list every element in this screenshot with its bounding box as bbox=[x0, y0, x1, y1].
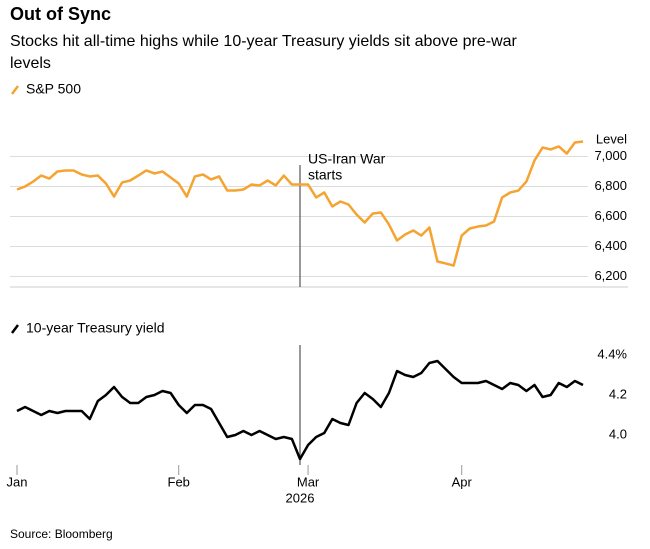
annotation: US-Iran War bbox=[308, 151, 386, 167]
x-tick-label: Feb bbox=[168, 474, 190, 489]
legend-label: 10-year Treasury yield bbox=[26, 320, 165, 336]
y-tick-label: 6,200 bbox=[594, 268, 627, 283]
y-tick-label: 6,800 bbox=[594, 178, 627, 193]
y-tick-label: 4.0 bbox=[609, 426, 627, 441]
source: Source: Bloomberg bbox=[10, 527, 113, 541]
y-tick-label: 7,000 bbox=[594, 148, 627, 163]
y-tick-label: 4.4% bbox=[597, 346, 627, 361]
legend-icon bbox=[11, 85, 19, 95]
y-axis-label: Level bbox=[596, 131, 627, 146]
y-tick-label: 6,400 bbox=[594, 238, 627, 253]
annotation: starts bbox=[308, 167, 342, 183]
y-tick-label: 4.2 bbox=[609, 386, 627, 401]
series-line bbox=[16, 140, 584, 267]
x-tick-label: Apr bbox=[452, 474, 473, 489]
chart-title: Out of Sync bbox=[10, 4, 111, 24]
x-axis-label: 2026 bbox=[286, 490, 315, 505]
x-tick-label: Jan bbox=[7, 474, 28, 489]
subtitle: Stocks hit all-time highs while 10-year … bbox=[10, 33, 518, 72]
y-tick-label: 6,600 bbox=[594, 208, 627, 223]
legend-label: S&P 500 bbox=[26, 81, 81, 97]
series-line bbox=[16, 359, 584, 461]
x-tick-label: Mar bbox=[297, 474, 320, 489]
legend-icon bbox=[11, 324, 19, 334]
